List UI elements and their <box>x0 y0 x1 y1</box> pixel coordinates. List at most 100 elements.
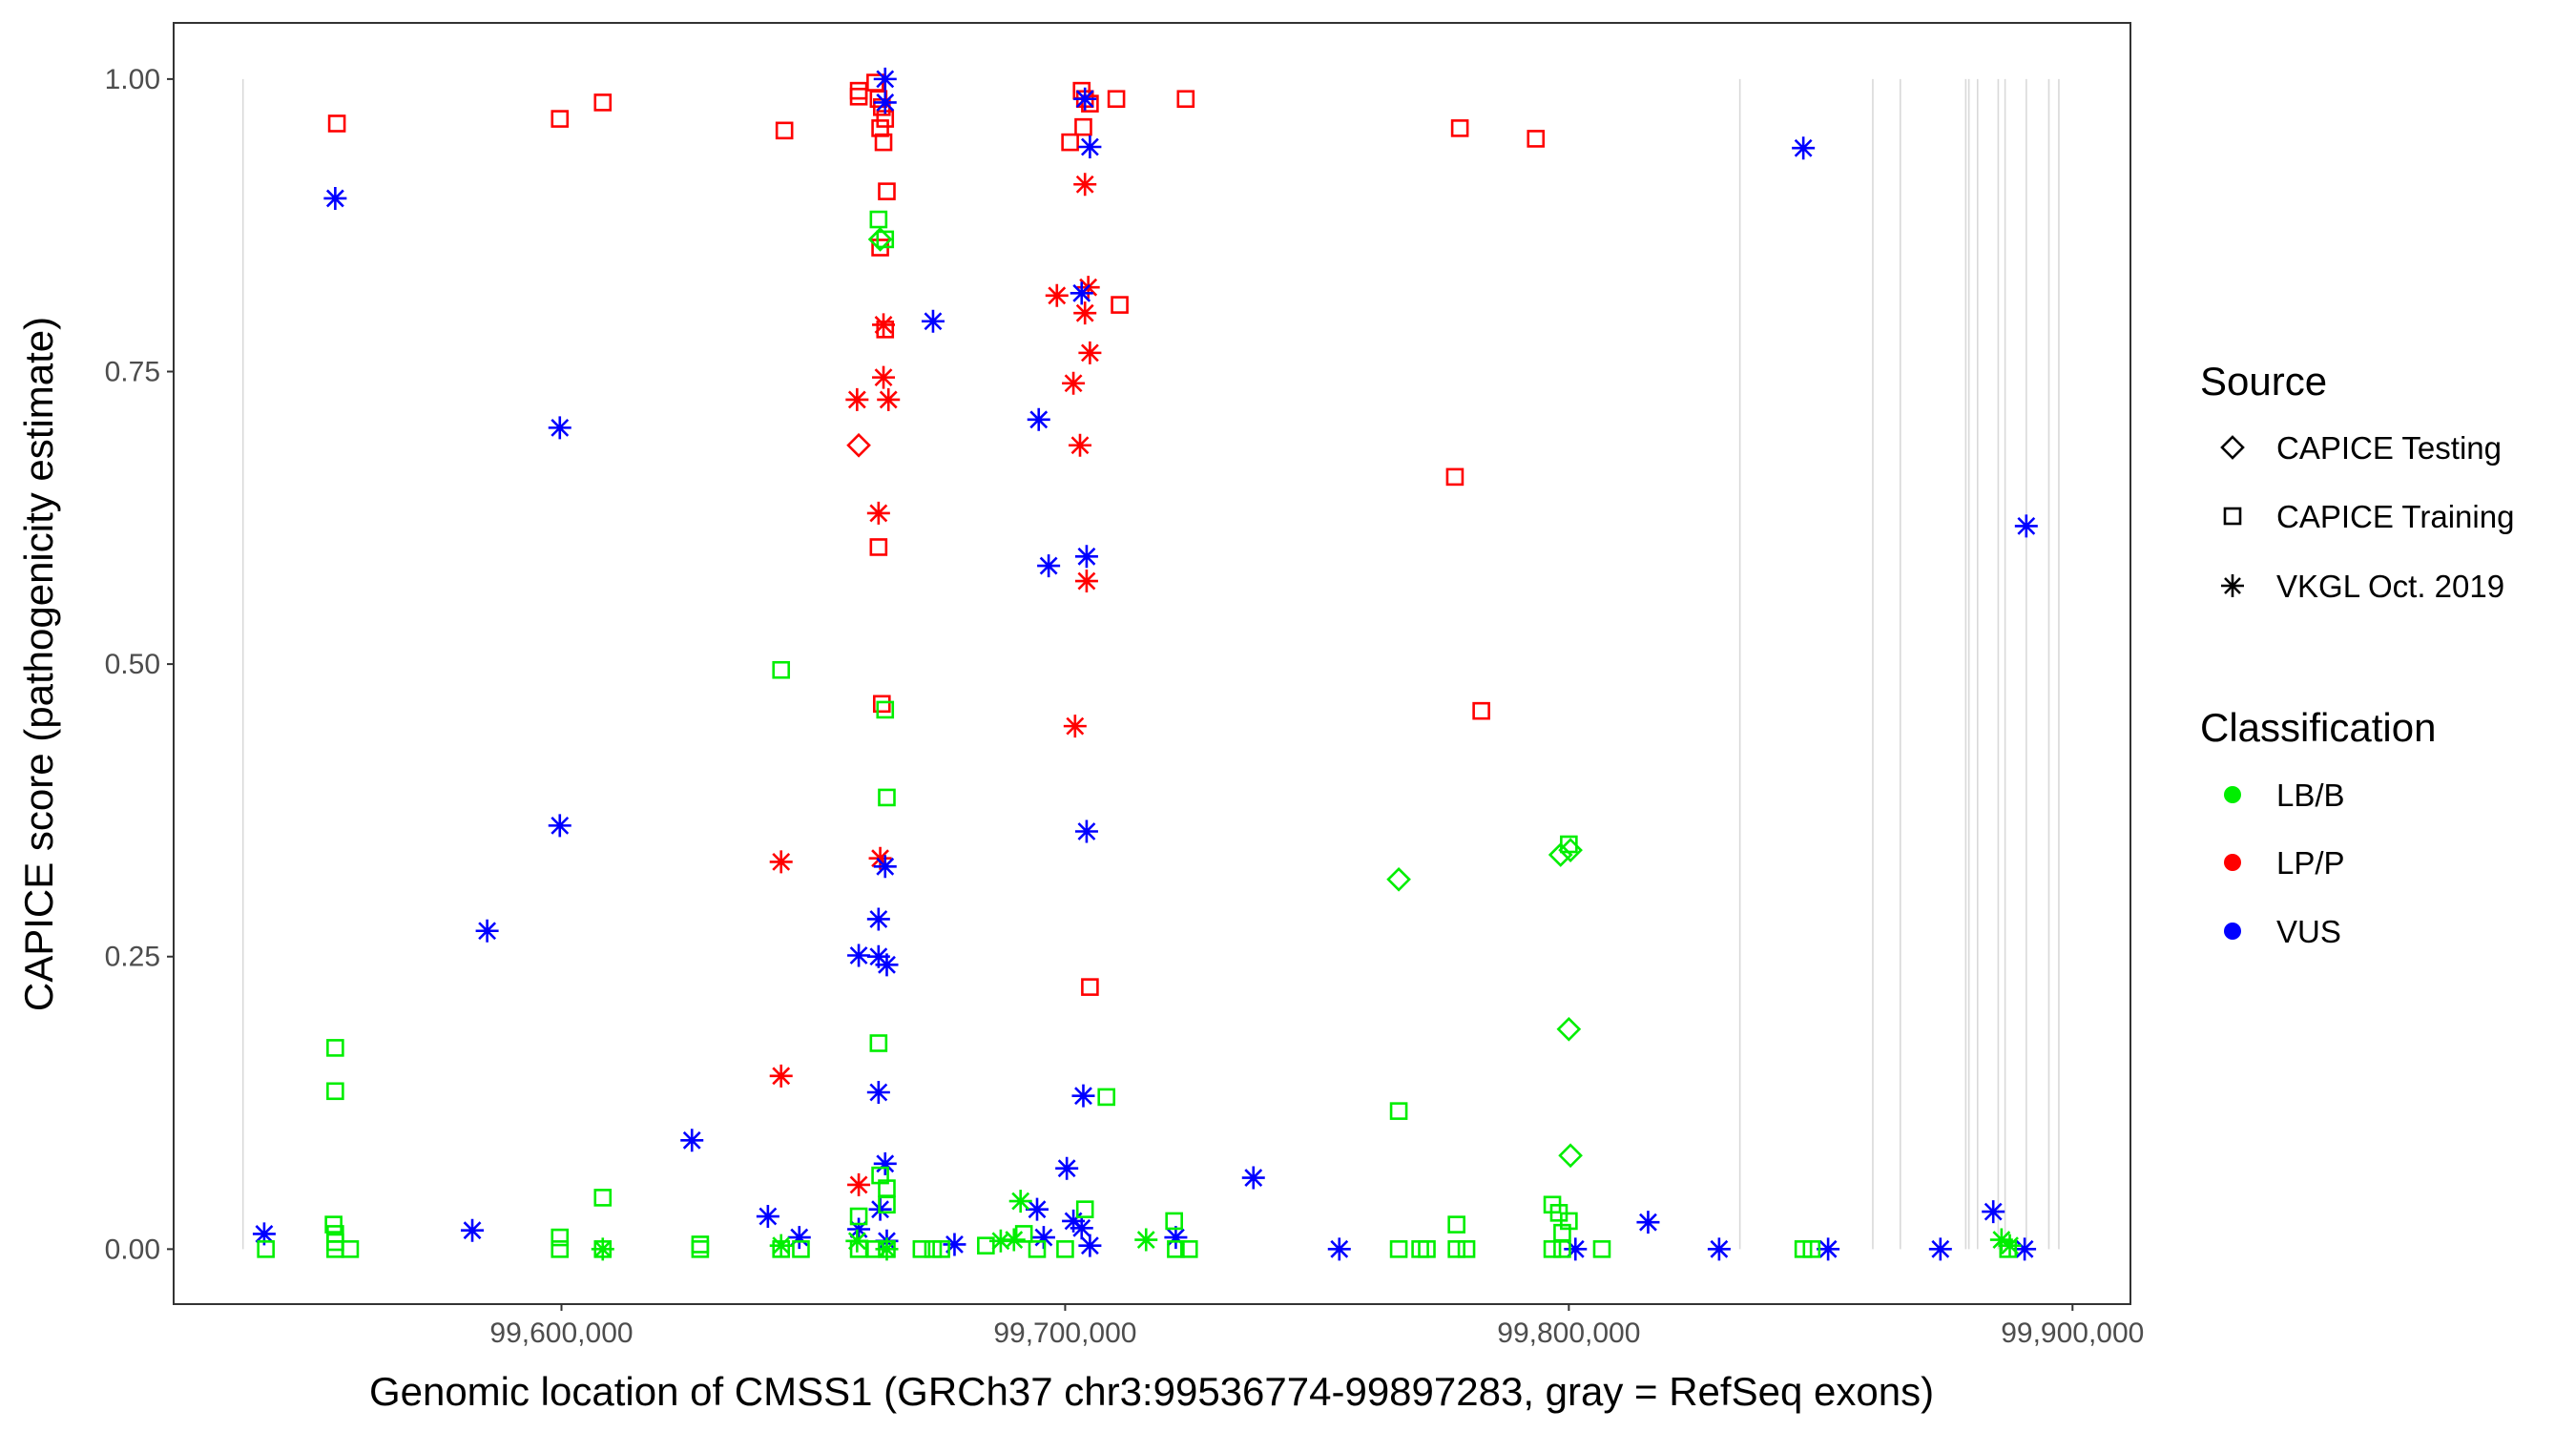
data-point-square <box>849 1207 868 1226</box>
data-point-square <box>1418 1240 1436 1258</box>
data-point-square <box>869 538 888 556</box>
data-point-square <box>1457 1240 1476 1258</box>
data-point-square <box>1592 1240 1611 1258</box>
data-point-square <box>1056 1240 1074 1258</box>
series-diamond-lp-p <box>846 432 871 458</box>
data-point-square <box>849 87 868 106</box>
data-point-square <box>1165 1212 1183 1231</box>
exon-lines <box>241 78 2060 1250</box>
data-point-asterisk <box>461 1218 485 1242</box>
data-point-square <box>1527 130 1546 148</box>
data-point-diamond <box>867 227 893 252</box>
data-point-square <box>1074 117 1092 136</box>
data-point-asterisk <box>1073 173 1097 197</box>
data-point-asterisk <box>1998 1234 2022 1257</box>
data-point-asterisk <box>845 1229 869 1253</box>
data-point-square <box>326 1082 344 1101</box>
data-point-square <box>1167 1240 1185 1258</box>
data-point-asterisk <box>1031 1226 1055 1250</box>
data-points <box>252 67 2038 1261</box>
data-point-asterisk <box>769 850 793 874</box>
data-point-square <box>327 114 346 133</box>
data-point-square <box>341 1240 360 1258</box>
data-point-asterisk <box>680 1129 704 1152</box>
data-point-square <box>849 81 868 100</box>
data-point-asterisk <box>787 1226 811 1250</box>
data-point-square <box>324 1215 343 1234</box>
data-point-asterisk <box>877 387 901 411</box>
data-point-square <box>1389 1240 1408 1258</box>
legend-item-lp-p: LP/P <box>2224 845 2345 881</box>
data-point-square <box>1472 701 1490 720</box>
data-point-square <box>874 133 893 152</box>
diamond-icon <box>2220 435 2245 460</box>
data-point-asterisk <box>866 1081 890 1105</box>
data-point-asterisk <box>875 953 899 977</box>
data-point-asterisk <box>1928 1237 1952 1261</box>
data-point-asterisk <box>943 1233 966 1256</box>
data-point-asterisk <box>847 944 871 967</box>
series-asterisk-vus <box>252 67 2038 1261</box>
data-point-asterisk <box>1069 433 1092 457</box>
data-point-square <box>551 1228 570 1247</box>
data-point-diamond <box>1386 866 1411 892</box>
data-point-square <box>792 1240 810 1258</box>
asterisk-icon <box>2221 574 2244 597</box>
data-point-asterisk <box>1002 1228 1026 1252</box>
data-point-asterisk <box>866 944 890 968</box>
data-point-diamond <box>846 432 871 458</box>
y-tick-label: 1.00 <box>105 64 160 95</box>
legend-title-classification: Classification <box>2200 705 2436 750</box>
y-tick-label: 0.75 <box>105 356 160 387</box>
y-tick-label: 0.25 <box>105 942 160 973</box>
data-point-asterisk <box>1164 1226 1188 1250</box>
data-point-asterisk <box>872 313 896 337</box>
data-point-diamond <box>1558 1143 1583 1169</box>
data-point-square <box>1081 978 1099 996</box>
data-point-asterisk <box>988 1229 1012 1253</box>
green-dot-icon <box>2224 786 2241 803</box>
legend-label: VKGL Oct. 2019 <box>2276 569 2504 604</box>
data-point-asterisk <box>1063 715 1087 738</box>
data-point-square <box>869 1034 888 1052</box>
data-point-diamond <box>1556 1016 1582 1042</box>
x-tick-label: 99,700,000 <box>993 1317 1136 1349</box>
data-point-square <box>1447 1240 1465 1258</box>
red-dot-icon <box>2224 854 2241 871</box>
data-point-asterisk <box>1636 1211 1660 1234</box>
x-tick-label: 99,800,000 <box>1497 1317 1640 1349</box>
data-point-square <box>873 695 891 714</box>
data-point-asterisk <box>756 1205 779 1229</box>
data-point-asterisk <box>1008 1190 1032 1213</box>
data-point-asterisk <box>591 1237 614 1261</box>
data-point-square <box>932 1240 950 1258</box>
y-axis: 0.00 0.25 0.50 0.75 1.00 <box>105 64 174 1265</box>
legend-label: CAPICE Training <box>2276 499 2514 534</box>
legend: Source CAPICE Testing CAPICE Training VK… <box>2200 359 2514 949</box>
data-point-square <box>876 230 895 249</box>
legend-item-vus: VUS <box>2224 914 2341 949</box>
data-point-square <box>551 110 570 128</box>
data-point-asterisk <box>1074 570 1098 593</box>
data-point-square <box>775 121 794 140</box>
data-point-square <box>691 1235 710 1254</box>
data-point-asterisk <box>1074 545 1098 569</box>
data-point-square <box>1553 1240 1571 1258</box>
data-point-square <box>1560 1212 1578 1231</box>
x-tick-label: 99,900,000 <box>2001 1317 2144 1349</box>
data-point-asterisk <box>1062 371 1086 395</box>
data-point-square <box>1028 1240 1047 1258</box>
legend-label: LP/P <box>2276 845 2345 881</box>
data-point-square <box>977 1236 995 1255</box>
data-point-asterisk <box>1027 407 1050 431</box>
data-point-square <box>593 93 613 112</box>
data-point-square <box>593 1189 613 1207</box>
data-point-square <box>551 1240 570 1258</box>
data-point-asterisk <box>548 814 571 838</box>
data-point-asterisk <box>1792 136 1816 160</box>
data-point-asterisk <box>1055 1156 1079 1180</box>
data-point-asterisk <box>845 387 869 411</box>
data-point-square <box>878 788 896 807</box>
data-point-square <box>876 700 895 719</box>
